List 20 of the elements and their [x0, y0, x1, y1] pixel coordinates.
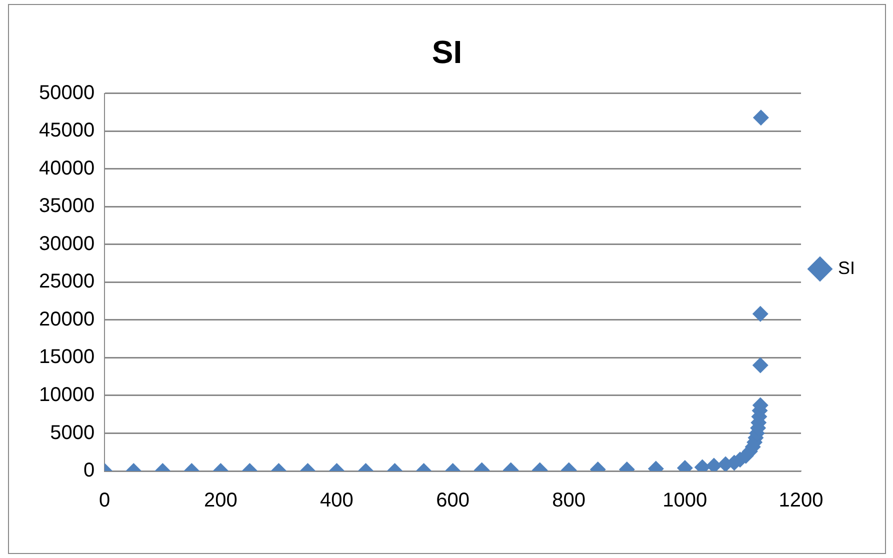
chart-title: SI: [432, 34, 462, 70]
y-tick-label: 40000: [38, 157, 95, 180]
y-tick-label: 0: [83, 460, 95, 482]
y-tick-label: 45000: [38, 120, 95, 142]
x-tick-label: 600: [436, 490, 470, 512]
x-tick-label: 200: [204, 490, 238, 512]
y-tick-label: 25000: [38, 270, 95, 293]
x-tick-label: 400: [320, 490, 354, 512]
y-tick-label: 30000: [38, 232, 95, 255]
y-tick-label: 35000: [38, 195, 95, 218]
x-tick-label: 1000: [662, 490, 708, 512]
y-tick-label: 10000: [38, 384, 95, 406]
y-tick-label: 20000: [38, 308, 95, 330]
x-tick-label: 0: [99, 490, 110, 512]
y-tick-label: 5000: [50, 422, 95, 444]
legend-label: SI: [838, 258, 856, 278]
y-tick-label: 50000: [38, 82, 95, 104]
y-tick-label: 15000: [38, 346, 95, 368]
x-tick-label: 1200: [778, 490, 824, 512]
x-tick-label: 800: [552, 490, 586, 512]
